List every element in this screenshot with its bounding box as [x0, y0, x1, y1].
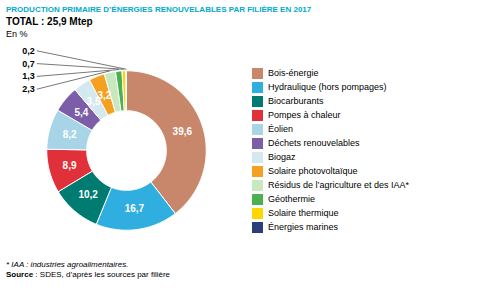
html-text:PRODUCTION PRIMAIRE D’ÉNERGIES: PRODUCTION PRIMAIRE D’ÉNERGIES RENOUVELA…: [6, 5, 312, 14]
html-text:Énergies marines: Énergies marines: [268, 222, 338, 232]
svg-text:10,2: 10,2: [78, 189, 98, 200]
html-text:Déchets renouvelables: Déchets renouvelables: [268, 138, 360, 148]
svg-text:8,2: 8,2: [63, 129, 77, 140]
html-text:TOTAL : 25,9 Mtep: TOTAL : 25,9 Mtep: [6, 16, 93, 27]
html-text:Résidus de l’agriculture et de: Résidus de l’agriculture et des IAA*: [268, 180, 410, 190]
html-text:Biogaz: Biogaz: [268, 152, 296, 162]
svg-text:0,2: 0,2: [22, 46, 35, 56]
html-text:Hydraulique (hors pompages): Hydraulique (hors pompages): [268, 82, 387, 92]
html-text:Source: SDES, d’après les sour: Source: SDES, d’après les sources par fi…: [6, 270, 171, 279]
svg-text:3,2: 3,2: [98, 90, 112, 101]
svg-text:3,5: 3,5: [86, 95, 101, 107]
svg-text:5,4: 5,4: [74, 107, 88, 118]
html-text:* IAA : industries agroaliment: * IAA : industries agroalimentaires.: [6, 260, 129, 269]
html-text:Solaire thermique: Solaire thermique: [268, 208, 339, 218]
html-text:Bois-énergie: Bois-énergie: [268, 68, 319, 78]
svg-text:8,9: 8,9: [63, 160, 77, 171]
html-text:Éolien: Éolien: [268, 124, 293, 134]
html-text:Solaire photovoltaïque: Solaire photovoltaïque: [268, 166, 358, 176]
html-text:Pompes à chaleur: Pompes à chaleur: [268, 110, 341, 120]
html-text:Géothermie: Géothermie: [268, 194, 315, 204]
svg-text:2,3: 2,3: [22, 84, 35, 94]
html-text:En %: En %: [6, 29, 28, 39]
svg-text:16,7: 16,7: [125, 203, 145, 214]
svg-text:0,7: 0,7: [22, 58, 35, 68]
svg-text:1,3: 1,3: [22, 71, 35, 81]
html-text:Biocarburants: Biocarburants: [268, 96, 324, 106]
svg-text:39,6: 39,6: [173, 126, 193, 137]
